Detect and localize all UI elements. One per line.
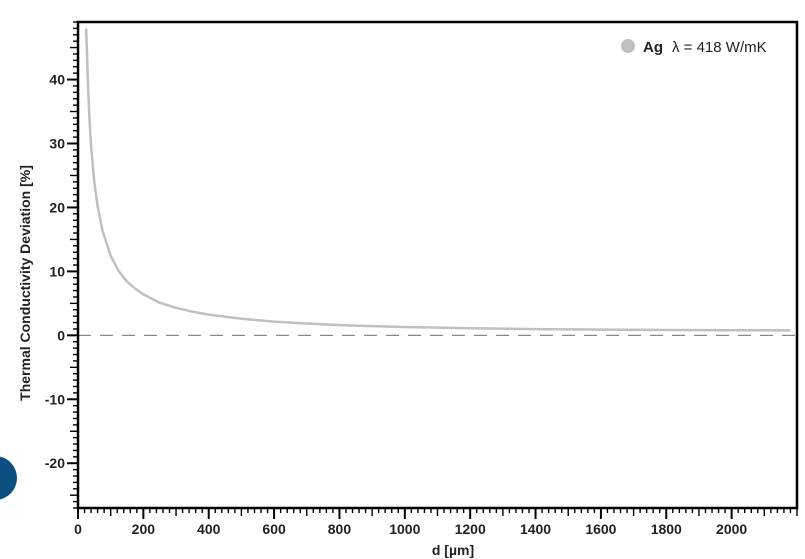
y-tick-label: 10 [49, 263, 65, 279]
x-axis-label: d [µm] [432, 542, 474, 558]
legend: Ag λ = 418 W/mK [621, 39, 767, 56]
y-tick-label: 20 [49, 199, 65, 215]
x-tick-label: 600 [262, 521, 286, 537]
plot-frame [76, 20, 799, 510]
plot-area [78, 28, 797, 336]
y-tick-label: -10 [45, 391, 65, 407]
series-line-ag [84, 28, 791, 332]
x-tick-label: 800 [328, 521, 352, 537]
y-axis-label: Thermal Conductivity Deviation [%] [17, 165, 33, 401]
x-tick-label: 200 [132, 521, 156, 537]
x-tick-label: 1400 [520, 521, 551, 537]
corner-badge [0, 456, 17, 500]
x-tick-label: 2000 [716, 521, 747, 537]
x-tick-label: 1200 [455, 521, 486, 537]
y-tick-label: -20 [45, 455, 65, 471]
legend-series-label: λ = 418 W/mK [672, 39, 767, 56]
y-tick-label: 40 [49, 72, 65, 88]
x-tick-label: 400 [197, 521, 221, 537]
legend-marker [621, 39, 635, 53]
x-tick-label: 0 [74, 521, 82, 537]
legend-series-name: Ag [643, 39, 663, 56]
x-tick-label: 1000 [389, 521, 420, 537]
axes [67, 20, 799, 519]
x-tick-label: 1600 [585, 521, 616, 537]
x-tick-label: 1800 [651, 521, 682, 537]
y-tick-label: 30 [49, 136, 65, 152]
y-tick-label: 0 [57, 327, 65, 343]
